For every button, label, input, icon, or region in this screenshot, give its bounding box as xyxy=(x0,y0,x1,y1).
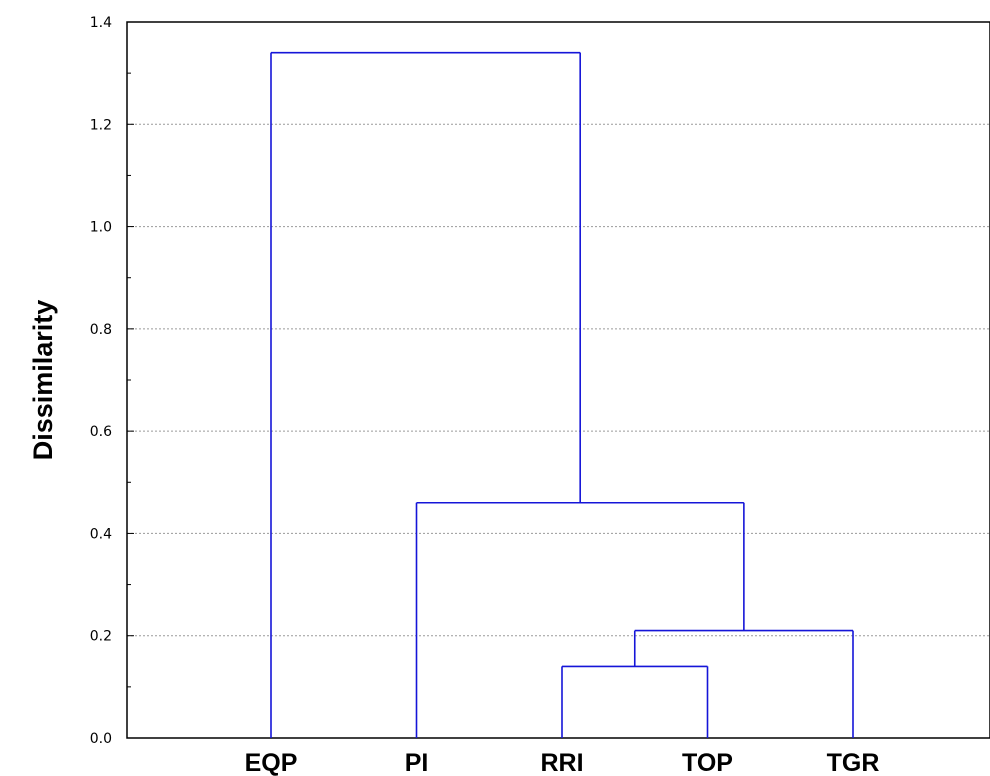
y-tick-label: 1.2 xyxy=(90,117,112,133)
y-tick-label: 1.4 xyxy=(90,15,112,31)
merge-link-2 xyxy=(633,629,854,738)
leaf-label-tgr: TGR xyxy=(827,749,880,776)
leaf-label-pi: PI xyxy=(405,749,429,776)
y-axis-title: Dissimilarity xyxy=(28,300,58,461)
y-tick-label: 0.6 xyxy=(90,424,112,440)
leaf-label-top: TOP xyxy=(682,749,733,776)
merge-link-4 xyxy=(270,51,581,738)
leaf-label-eqp: EQP xyxy=(245,749,298,776)
y-tick-label: 0.8 xyxy=(90,322,112,338)
y-tick-label: 0.2 xyxy=(90,629,112,645)
leaf-label-rri: RRI xyxy=(540,749,583,776)
y-axis: 0.0 0.2 0.4 0.6 0.8 1.0 1.2 1.4 xyxy=(90,15,134,747)
merge-link-1 xyxy=(561,665,709,738)
y-tick-label: 0.4 xyxy=(90,526,112,542)
plot-frame xyxy=(126,21,990,739)
grid-lines xyxy=(127,123,990,637)
dendrogram-links xyxy=(270,51,854,738)
y-tick-label: 0.0 xyxy=(90,731,112,747)
y-tick-label: 1.0 xyxy=(90,220,112,236)
merge-link-3 xyxy=(415,501,745,738)
x-axis-labels: EQP PI RRI TOP TGR xyxy=(245,749,880,776)
